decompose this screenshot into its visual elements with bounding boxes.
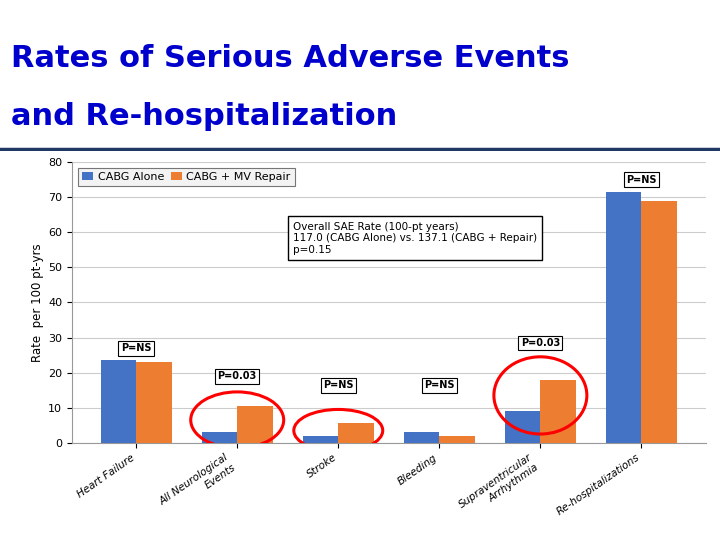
Bar (541, 380, 576, 443)
Legend: CABG Alone, CABG + MV Repair: CABG Alone, CABG + MV Repair (78, 167, 295, 186)
Text: P=NS: P=NS (121, 343, 151, 353)
Bar (439, 436, 474, 443)
Bar (303, 436, 338, 443)
Text: and Re-hospitalization: and Re-hospitalization (11, 103, 397, 131)
Bar (404, 431, 439, 443)
Text: Rates of Serious Adverse Events: Rates of Serious Adverse Events (11, 44, 570, 73)
Bar (642, 200, 677, 443)
Text: P=NS: P=NS (626, 175, 657, 185)
Bar (202, 431, 237, 443)
Y-axis label: Rate  per 100 pt-yrs: Rate per 100 pt-yrs (31, 243, 44, 362)
Bar (505, 411, 541, 443)
Bar (338, 423, 374, 443)
Text: P=0.03: P=0.03 (217, 372, 257, 381)
Text: P=NS: P=NS (323, 380, 354, 390)
Text: P=0.03: P=0.03 (521, 338, 560, 348)
Bar (101, 360, 136, 443)
Text: P=NS: P=NS (424, 380, 454, 390)
Text: Overall SAE Rate (100-pt years)
117.0 (CABG Alone) vs. 137.1 (CABG + Repair)
p=0: Overall SAE Rate (100-pt years) 117.0 (C… (293, 221, 537, 255)
Bar (237, 406, 273, 443)
Bar (136, 362, 171, 443)
Bar (606, 192, 642, 443)
